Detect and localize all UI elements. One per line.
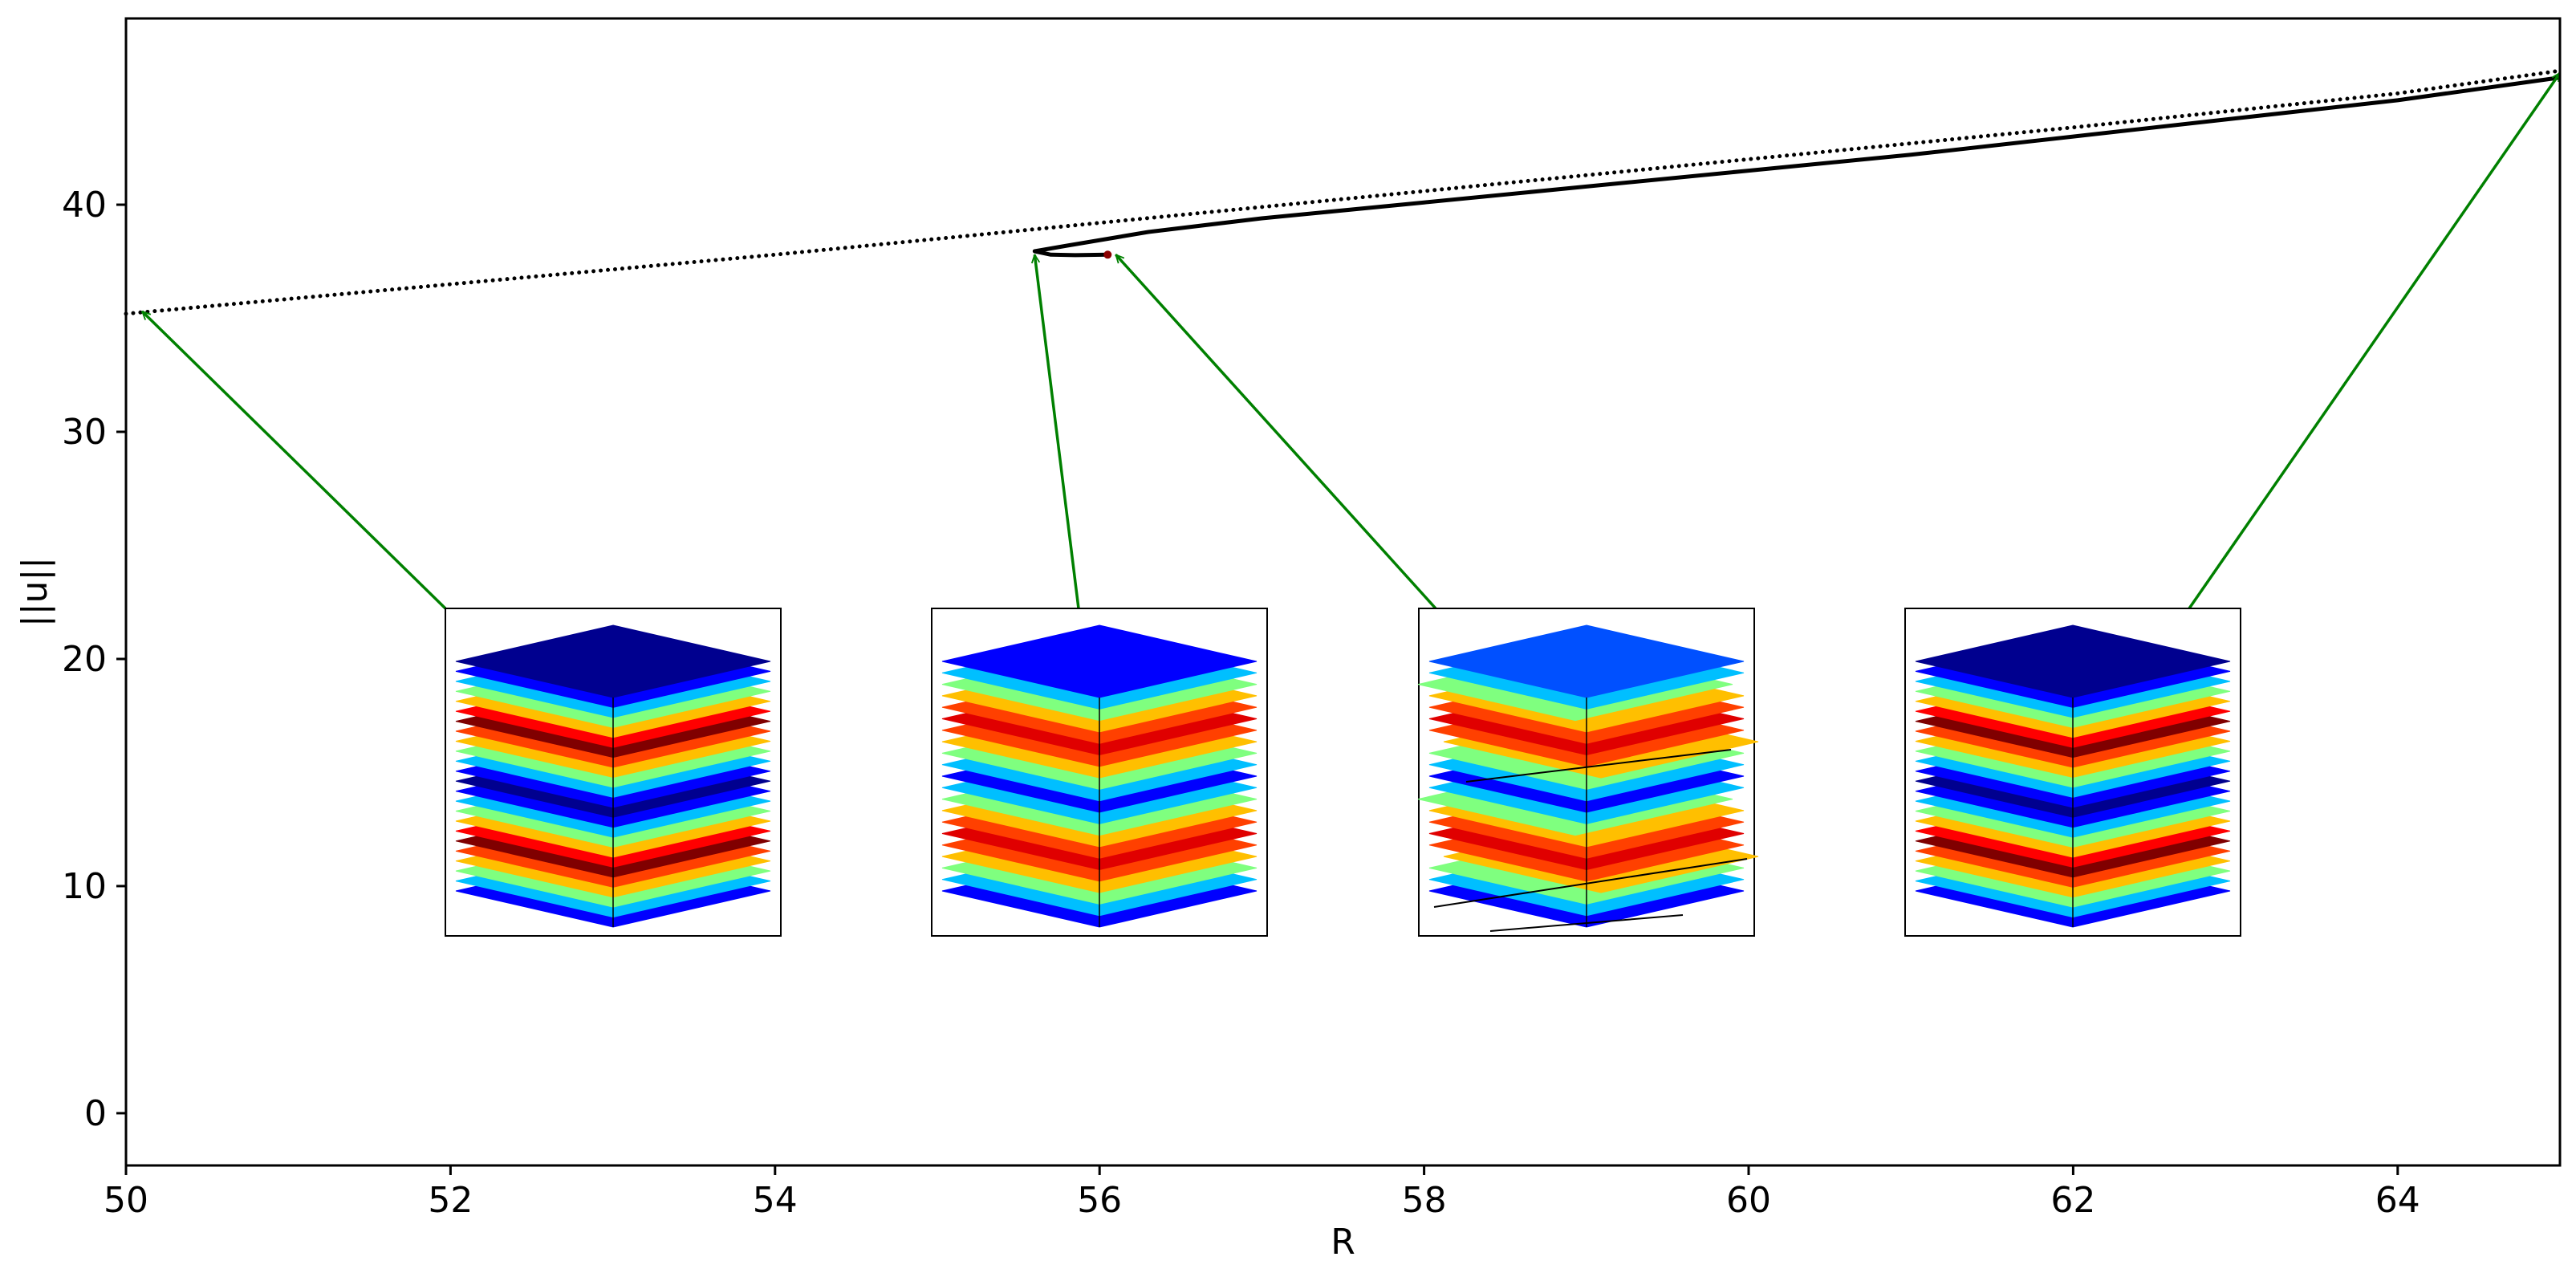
series-solid-line — [1032, 75, 2561, 258]
x-tick-label: 54 — [753, 1180, 798, 1221]
inset-3-cube-image — [1417, 608, 1759, 937]
y-tick-label: 0 — [84, 1093, 107, 1134]
y-tick-label: 30 — [62, 412, 107, 453]
x-tick-label: 58 — [1402, 1180, 1447, 1221]
annotation-arrow — [2188, 73, 2562, 609]
y-axis-label: ||u|| — [14, 557, 55, 627]
y-axis-ticks: 0 10 20 30 40 — [62, 185, 126, 1134]
x-axis-ticks: 50 52 54 56 58 60 62 64 — [104, 1165, 2420, 1221]
x-tick-label: 52 — [428, 1180, 473, 1221]
x-tick-label: 50 — [104, 1180, 148, 1221]
x-tick-label: 56 — [1077, 1180, 1122, 1221]
inset-1-cube-image — [445, 608, 782, 937]
y-tick-label: 10 — [62, 866, 107, 907]
inset-images — [445, 608, 2241, 937]
x-tick-label: 60 — [1726, 1180, 1771, 1221]
annotation-arrow — [142, 311, 447, 610]
x-tick-label: 62 — [2050, 1180, 2095, 1221]
series-layer — [124, 68, 2562, 316]
cube-artifact-line — [1465, 749, 1732, 783]
annotation-arrows — [142, 73, 2562, 610]
x-tick-label: 64 — [2375, 1180, 2420, 1221]
annotation-arrow — [1115, 254, 1437, 610]
inset-4-cube-image — [1904, 608, 2241, 937]
plot-frame — [124, 17, 2562, 1167]
cube-artifact-line — [1433, 858, 1748, 908]
cube-artifact-line — [1489, 914, 1684, 932]
x-axis-label: R — [1331, 1222, 1355, 1263]
y-tick-label: 20 — [62, 639, 107, 680]
series-dotted-line — [124, 68, 2562, 316]
y-tick-label: 40 — [62, 185, 107, 226]
inset-2-cube-image — [931, 608, 1268, 937]
branch-end-point — [1103, 250, 1112, 259]
annotation-arrow — [1034, 254, 1080, 609]
